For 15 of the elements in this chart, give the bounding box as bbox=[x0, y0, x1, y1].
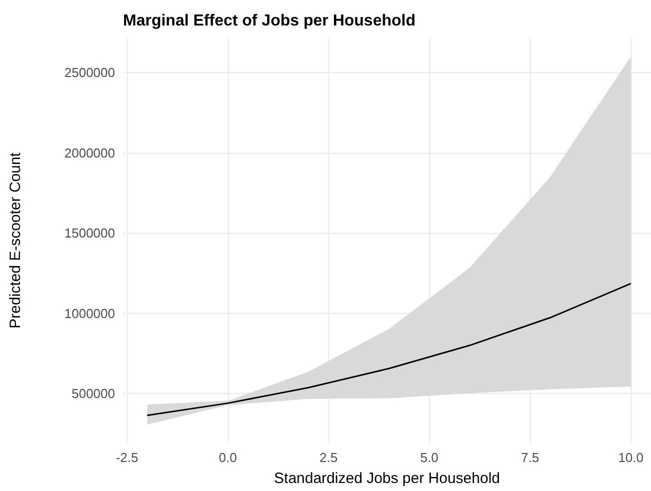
y-tick-label: 1000000 bbox=[64, 306, 115, 321]
y-axis-title: Predicted E-scooter Count bbox=[7, 152, 24, 328]
x-tick-label: 0.0 bbox=[218, 450, 237, 465]
x-tick-label: 2.5 bbox=[320, 450, 338, 465]
x-axis-title: Standardized Jobs per Household bbox=[274, 470, 500, 487]
x-tick-label: 7.5 bbox=[521, 450, 540, 465]
line-series bbox=[146, 282, 632, 416]
y-tick-label: 2000000 bbox=[64, 145, 115, 160]
y-tick-label: 500000 bbox=[72, 386, 115, 402]
x-tick-label: 5.0 bbox=[420, 450, 438, 465]
chart-title: Marginal Effect of Jobs per Household bbox=[123, 12, 416, 30]
x-tick-label: 10.0 bbox=[618, 450, 644, 465]
y-tick-label: 1500000 bbox=[64, 226, 115, 241]
y-tick-label: 2500000 bbox=[64, 65, 115, 80]
x-tick-label: -2.5 bbox=[116, 450, 138, 465]
